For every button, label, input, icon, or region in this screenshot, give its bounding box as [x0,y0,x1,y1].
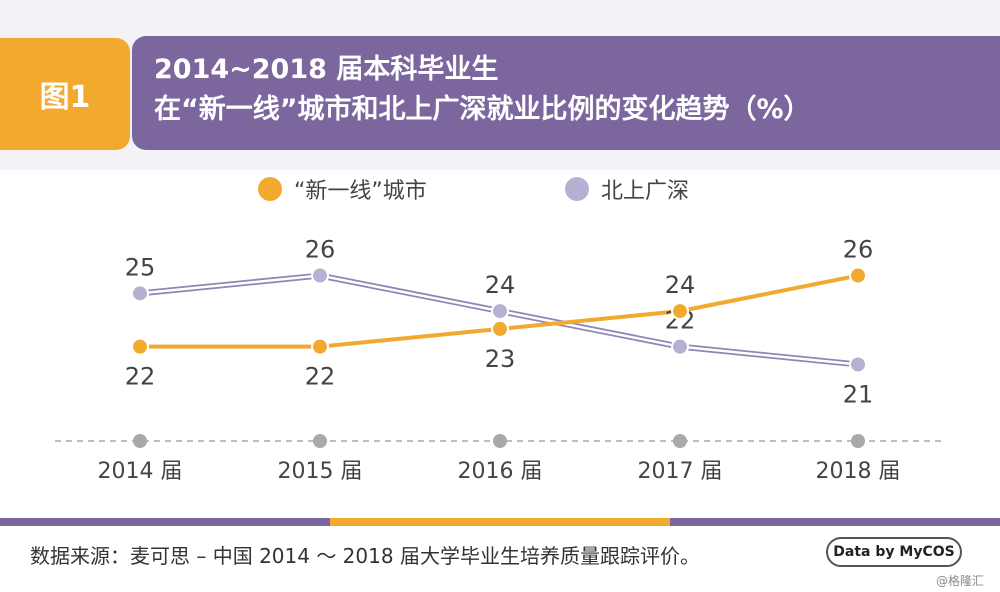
data-label-new-tier1: 22 [125,363,156,391]
data-label-new-tier1: 24 [665,271,696,299]
header: 图1 2014~2018 届本科毕业生 在“新一线”城市和北上广深就业比例的变化… [0,0,1000,170]
data-point-new-tier1 [671,302,689,321]
title-line-1: 2014~2018 届本科毕业生 [154,54,499,85]
legend-label-new-tier1: “新一线”城市 [294,179,427,204]
data-label-new-tier1: 23 [485,345,516,373]
data-point-bsgs [671,337,689,356]
data-label-new-tier1: 22 [305,363,336,391]
legend-marker-bsgs [565,177,589,201]
x-axis-tick-marker [493,434,507,448]
legend-label-bsgs: 北上广深 [601,179,690,204]
data-point-bsgs [491,302,509,321]
x-axis-tick-marker [851,434,865,448]
data-source: 数据来源：麦可思 – 中国 2014 ～ 2018 届大学毕业生培养质量跟踪评价… [30,544,700,568]
data-point-new-tier1 [311,337,329,356]
legend-marker-new-tier1 [258,177,282,201]
mycos-logo: Data by MyCOS [826,537,962,567]
figure-label: 图1 [0,38,130,150]
x-tick-label: 2018 届 [816,459,901,484]
legend: “新一线”城市 北上广深 [0,173,1000,207]
data-label-bsgs: 21 [843,380,874,408]
title-line-2: 在“新一线”城市和北上广深就业比例的变化趋势（%） [154,94,811,125]
legend-item-bsgs: 北上广深 [565,173,689,205]
x-tick-label: 2017 届 [638,459,723,484]
data-label-bsgs: 25 [125,253,156,281]
chart-title: 2014~2018 届本科毕业生 在“新一线”城市和北上广深就业比例的变化趋势（… [132,36,1000,150]
data-label-bsgs: 26 [305,236,336,264]
data-point-new-tier1 [491,319,509,338]
x-tick-label: 2015 届 [278,459,363,484]
x-tick-label: 2016 届 [458,459,543,484]
data-label-new-tier1: 26 [843,236,874,264]
x-axis-tick-marker [673,434,687,448]
footer-color-bar [0,518,1000,526]
footer: 数据来源：麦可思 – 中国 2014 ～ 2018 届大学毕业生培养质量跟踪评价… [0,526,1000,592]
x-axis-tick-marker [313,434,327,448]
watermark: @格隆汇 [936,574,985,588]
data-point-bsgs [311,266,329,285]
data-point-bsgs [131,284,149,303]
x-axis-tick-marker [133,434,147,448]
data-point-bsgs [849,355,867,374]
x-tick-label: 2014 届 [98,459,183,484]
legend-item-new-tier1: “新一线”城市 [258,173,427,205]
data-point-new-tier1 [849,266,867,285]
data-point-new-tier1 [131,337,149,356]
data-label-bsgs: 24 [485,271,516,299]
